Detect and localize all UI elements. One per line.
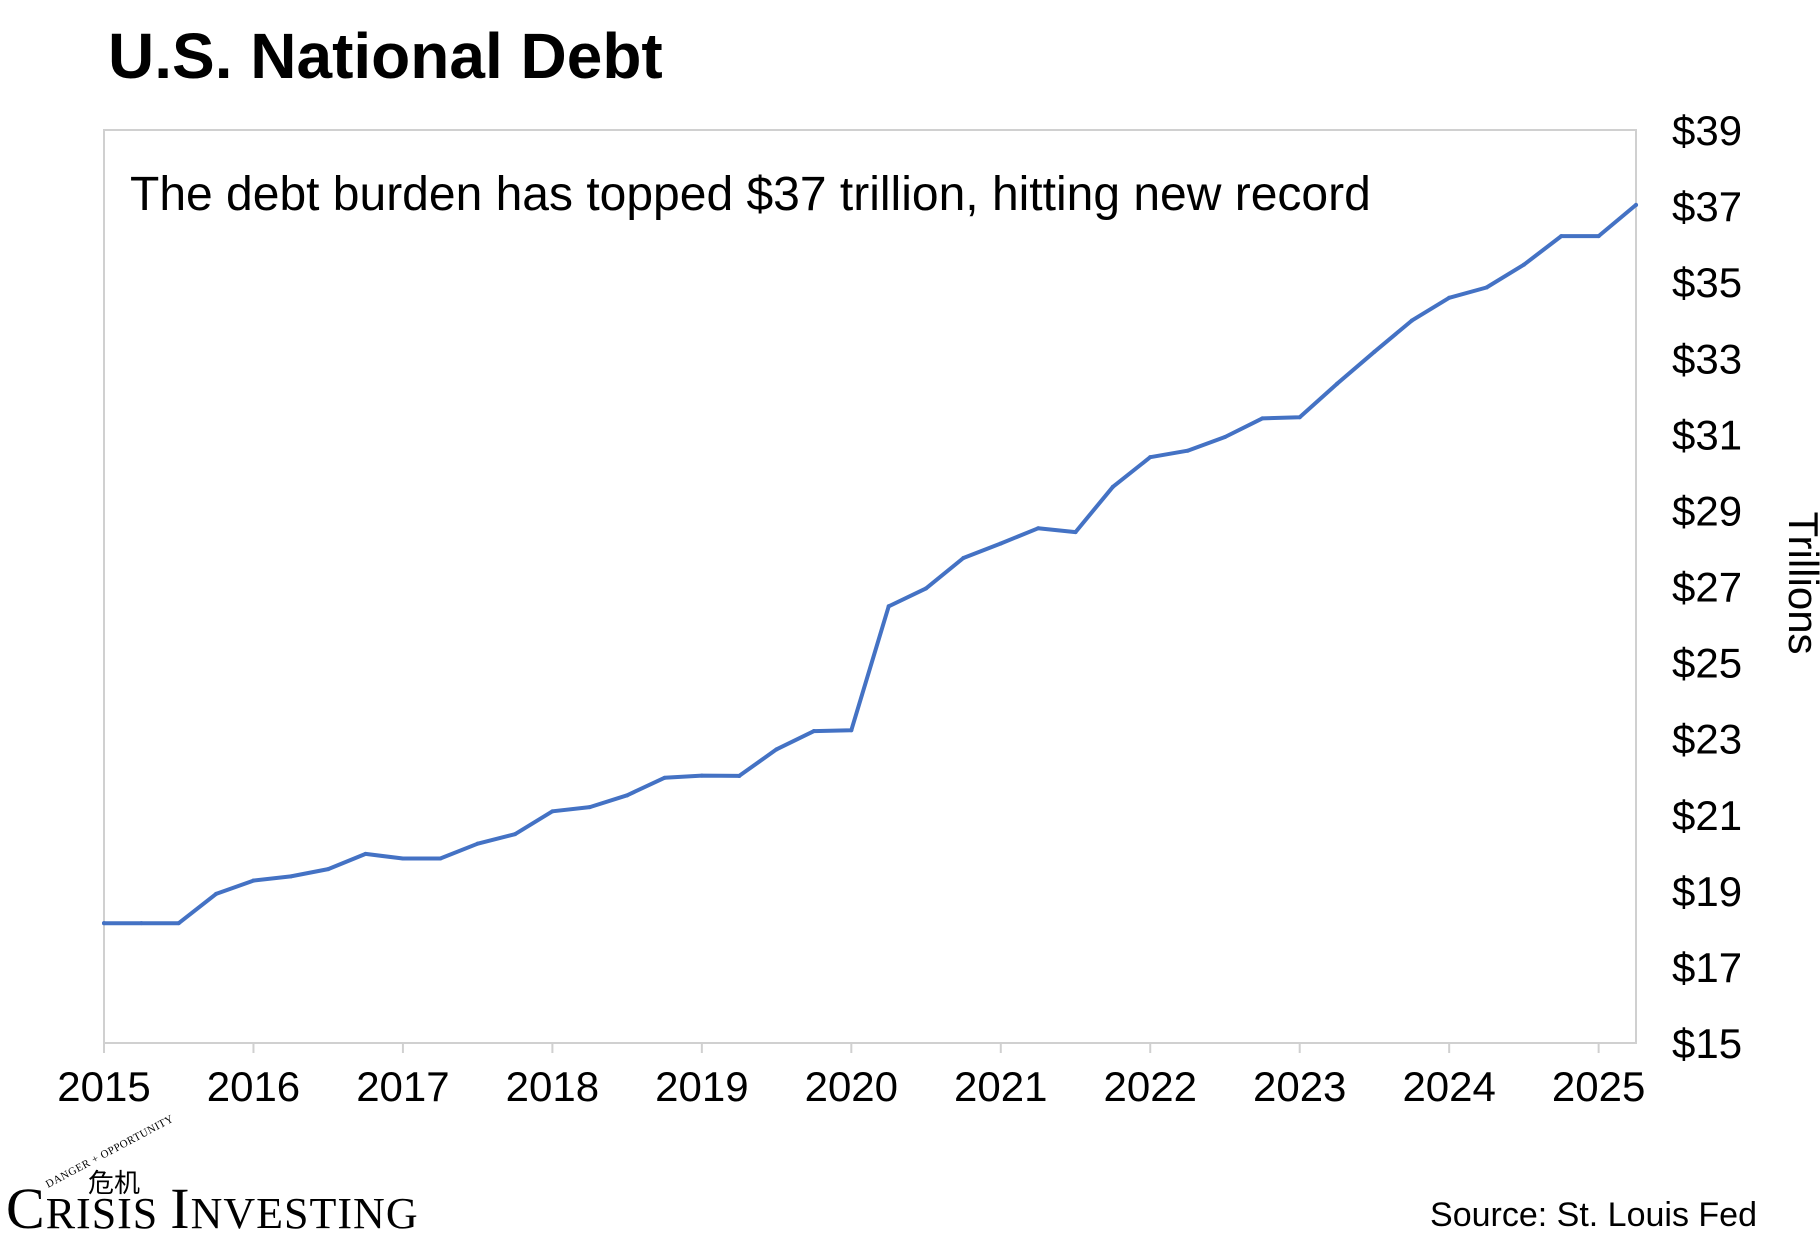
y-tick-label: $27 — [1672, 564, 1742, 611]
logo-chinese-mark: 危机 — [88, 1169, 140, 1199]
data-point — [737, 773, 742, 778]
y-tick-label: $23 — [1672, 716, 1742, 763]
data-point — [1110, 484, 1115, 489]
x-tick-label: 2024 — [1402, 1063, 1495, 1110]
data-point — [1036, 526, 1041, 531]
crisis-investing-logo: Danger + Opportunity 危机 CRISIS INVESTING — [6, 1113, 419, 1241]
data-point — [1447, 295, 1452, 300]
data-point — [1484, 285, 1489, 290]
data-point — [1372, 349, 1377, 354]
data-point — [326, 867, 331, 872]
logo-name: CRISIS INVESTING — [6, 1176, 419, 1241]
data-point — [176, 921, 181, 926]
y-tick-label: $17 — [1672, 944, 1742, 991]
data-point — [1559, 234, 1564, 239]
series-layer — [102, 202, 1638, 926]
data-point — [1634, 202, 1638, 207]
data-point — [587, 805, 592, 810]
x-tick-label: 2022 — [1104, 1063, 1197, 1110]
data-point — [1260, 416, 1265, 421]
y-tick-label: $19 — [1672, 868, 1742, 915]
x-tick-label: 2025 — [1552, 1063, 1645, 1110]
y-axis: $15 $17 $19 $21 $23 $25 $27 $29 $31 $33 $35 $37 $39 — [1672, 107, 1742, 1067]
data-point — [699, 773, 704, 778]
data-point — [214, 891, 219, 896]
data-point — [400, 856, 405, 861]
data-point — [1148, 455, 1153, 460]
data-point — [811, 729, 816, 734]
data-point — [1297, 415, 1302, 420]
x-tick-label: 2017 — [356, 1063, 449, 1110]
x-tick-label: 2016 — [207, 1063, 300, 1110]
data-point — [886, 604, 891, 609]
data-point — [961, 555, 966, 560]
data-point — [1073, 530, 1078, 535]
x-tick-label: 2018 — [506, 1063, 599, 1110]
chart-title: U.S. National Debt — [108, 20, 663, 92]
x-tick-label: 2020 — [805, 1063, 898, 1110]
plot-area-border — [103, 129, 1637, 1044]
data-point — [1409, 318, 1414, 323]
data-point — [139, 921, 144, 926]
data-point — [1222, 434, 1227, 439]
y-tick-label: $39 — [1672, 107, 1742, 154]
x-axis: 2015 2016 2017 2018 2019 2020 2021 2022 2023 2024… — [57, 1042, 1645, 1110]
data-point — [475, 841, 480, 846]
x-tick-label: 2021 — [954, 1063, 1047, 1110]
data-point — [1521, 262, 1526, 267]
data-point — [513, 832, 518, 837]
data-point — [924, 586, 929, 591]
data-point — [662, 775, 667, 780]
x-tick-label: 2015 — [57, 1063, 150, 1110]
data-point — [1185, 448, 1190, 453]
y-tick-label: $31 — [1672, 411, 1742, 458]
y-tick-label: $35 — [1672, 259, 1742, 306]
y-axis-label: Trillions — [1780, 511, 1820, 654]
source-note: Source: St. Louis Fed — [1430, 1196, 1757, 1234]
data-point — [998, 541, 1003, 546]
x-tick-label: 2023 — [1253, 1063, 1346, 1110]
y-tick-label: $29 — [1672, 487, 1742, 534]
x-tick-label: 2019 — [655, 1063, 748, 1110]
data-point — [251, 878, 256, 883]
data-point — [1335, 381, 1340, 386]
y-tick-label: $15 — [1672, 1020, 1742, 1067]
y-tick-label: $37 — [1672, 183, 1742, 230]
data-point — [1596, 234, 1601, 239]
data-point — [288, 874, 293, 879]
debt-series-line — [102, 202, 1638, 926]
y-tick-label: $33 — [1672, 335, 1742, 382]
y-tick-label: $21 — [1672, 792, 1742, 839]
data-point — [363, 851, 368, 856]
data-point — [774, 747, 779, 752]
y-tick-label: $25 — [1672, 640, 1742, 687]
data-point — [550, 809, 555, 814]
data-point — [625, 793, 630, 798]
data-point — [102, 921, 106, 926]
chart-annotation: The debt burden has topped $37 trillion,… — [130, 168, 1371, 221]
data-point — [438, 856, 443, 861]
data-point — [849, 728, 854, 733]
